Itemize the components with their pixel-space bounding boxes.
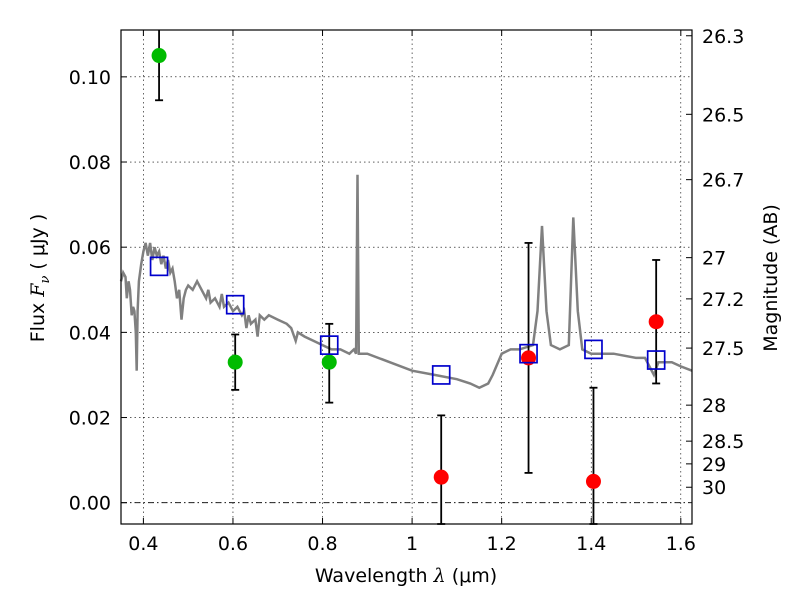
red-point	[648, 314, 664, 330]
y2-tick-label: 29	[702, 454, 726, 476]
y-tick-label: 0.02	[69, 408, 111, 430]
y-axis-label-subscript: ν	[38, 276, 53, 284]
model-photometry-boxes	[149, 256, 666, 385]
y2-tick-label: 26.7	[702, 170, 744, 192]
y-tick-label: 0.10	[69, 67, 111, 89]
model-box	[646, 350, 666, 370]
x-tick-label: 0.8	[307, 533, 337, 555]
y2-tick-label: 27.2	[702, 289, 744, 311]
x-tick-label: 1	[406, 533, 418, 555]
x-axis-label-symbol: λ	[433, 565, 446, 587]
y2-axis-label: Magnitude (AB)	[760, 204, 782, 352]
model-box	[431, 365, 451, 385]
grid	[121, 30, 692, 524]
y2-tick-label: 28	[702, 395, 726, 417]
x-tick-label: 1.2	[487, 533, 517, 555]
y-axis-label: Flux Fν ( μJy )	[27, 214, 53, 343]
y-tick-label: 0.06	[69, 237, 111, 259]
x-axis-label-unit: (μm)	[446, 565, 497, 587]
x-axis-label-prefix: Wavelength	[315, 565, 434, 587]
axis-ticks	[121, 30, 692, 524]
y-axis-label-symbol: F	[27, 283, 49, 298]
y-tick-label: 0.04	[69, 322, 111, 344]
model-box	[519, 343, 538, 364]
x-tick-label: 0.4	[128, 533, 158, 555]
y2-tick-label: 28.5	[702, 431, 744, 453]
y2-tick-label: 30	[702, 477, 726, 499]
green-point	[321, 354, 337, 370]
x-axis-label: Wavelength λ (μm)	[315, 565, 497, 587]
model-box	[319, 335, 339, 355]
error-bars	[155, 30, 661, 525]
green-point	[227, 354, 243, 370]
y-tick-label: 0.08	[69, 152, 111, 174]
y2-tick-label: 26.5	[702, 104, 744, 126]
red-point	[585, 473, 601, 489]
x-tick-label: 1.4	[576, 533, 606, 555]
red-point	[433, 469, 449, 485]
data-points	[151, 48, 664, 489]
y-axis-label-unit: ( μJy )	[27, 214, 49, 276]
tick-labels: 0.4 0.6 0.8 1 1.2 1.4 1.6 0.00 0.02 0.04 0.06 0.08 0…	[69, 26, 745, 555]
plot-frame	[120, 29, 693, 525]
plot-area	[119, 30, 693, 525]
x-tick-label: 0.6	[218, 533, 248, 555]
model-spectrum-line	[119, 174, 693, 390]
green-point	[151, 48, 167, 64]
model-box	[225, 294, 245, 315]
model-box	[149, 256, 169, 277]
y-tick-label: 0.00	[69, 493, 111, 515]
y2-tick-label: 27	[702, 248, 726, 270]
red-point	[521, 350, 537, 366]
x-tick-label: 1.6	[666, 533, 696, 555]
y2-tick-label: 26.3	[702, 26, 744, 48]
model-box	[584, 339, 603, 360]
y-axis-label-prefix: Flux	[27, 297, 49, 343]
y2-tick-label: 27.5	[702, 338, 744, 360]
